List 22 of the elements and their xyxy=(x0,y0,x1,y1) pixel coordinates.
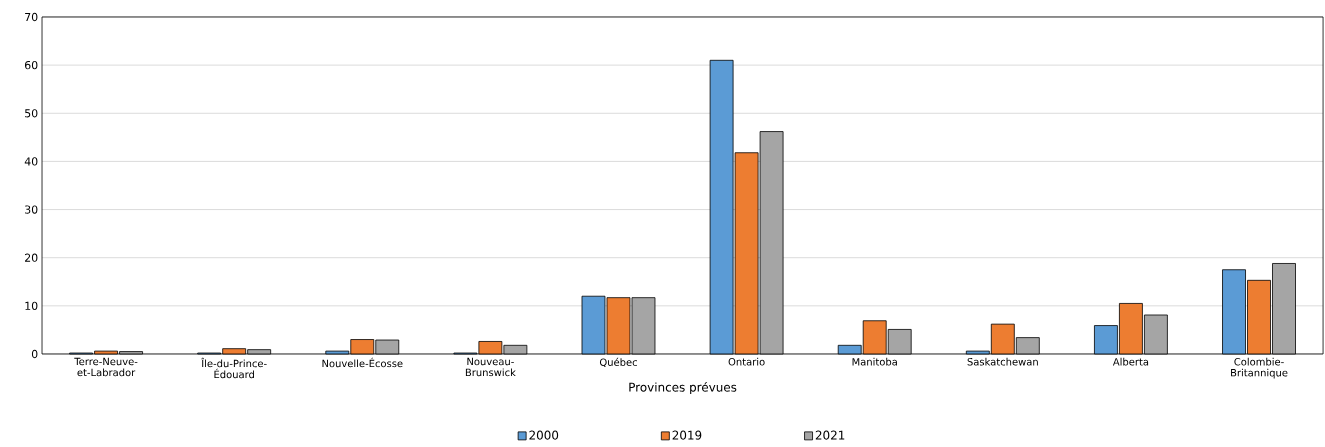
x-tick-label: Colombie-Britannique xyxy=(1231,357,1288,379)
legend-label: 2019 xyxy=(672,430,702,440)
x-tick-label: Québec xyxy=(599,357,637,368)
y-tick-label: 40 xyxy=(24,157,38,166)
y-tick-label: 0 xyxy=(31,349,38,359)
x-tick-label: Ontario xyxy=(728,357,765,366)
x-tick-label: Terre-Neuve-et-Labrador xyxy=(74,357,138,377)
x-tick-label: Saskatchewan xyxy=(967,357,1038,366)
x-tick-label: Île-du-Prince-Édouard xyxy=(201,357,267,379)
x-tick-label: Alberta xyxy=(1112,357,1149,366)
y-tick-label: 60 xyxy=(24,60,38,70)
x-tick-label: Nouvelle-Écosse xyxy=(322,357,403,368)
y-tick-label: 70 xyxy=(25,12,38,22)
legend-label: 2000 xyxy=(529,430,559,440)
y-tick-label: 30 xyxy=(25,205,38,214)
legend-label: 2021 xyxy=(815,430,845,440)
y-tick-label: 10 xyxy=(25,301,38,310)
y-tick-label: 50 xyxy=(25,109,38,118)
x-axis-title: Provinces prévues xyxy=(629,381,737,394)
y-tick-label: 20 xyxy=(25,253,38,262)
x-tick-label: Nouveau-Brunswick xyxy=(465,357,516,377)
x-tick-label: Manitoba xyxy=(852,357,897,366)
